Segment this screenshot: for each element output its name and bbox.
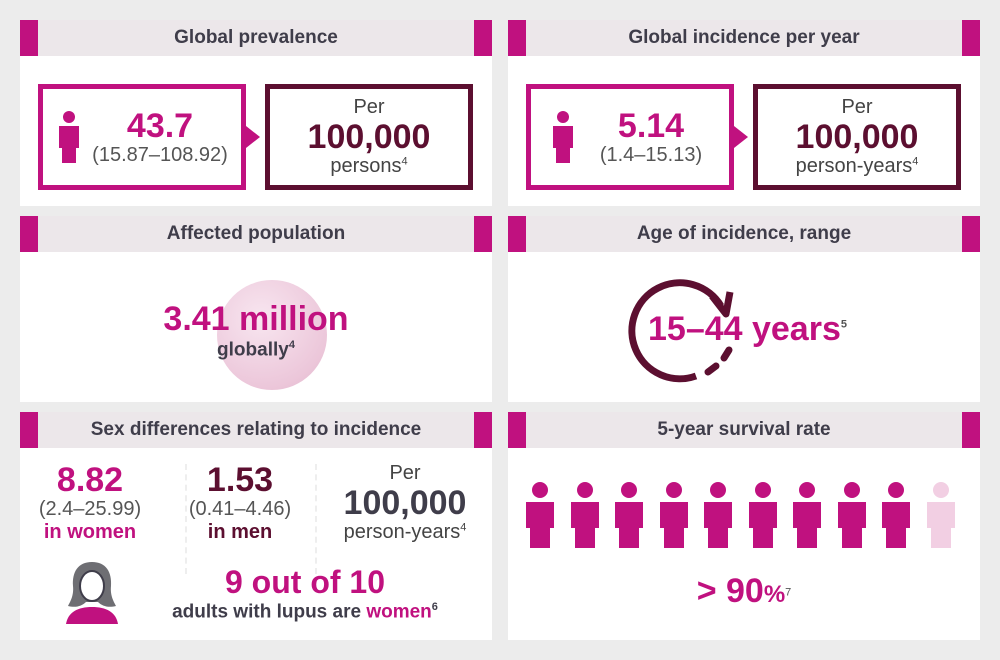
divider xyxy=(185,464,187,574)
age-panel: Age of incidence, range 15–44 years5 xyxy=(508,216,980,402)
incidence-panel: Global incidence per year 5.14 (1.4–15.1… xyxy=(508,20,980,206)
survival-title: 5-year survival rate xyxy=(508,412,980,448)
arrow-icon xyxy=(246,126,260,148)
globe-icon xyxy=(217,280,327,390)
affected-panel: Affected population 3.41 million globall… xyxy=(20,216,492,402)
prevalence-base-box: Per 100,000 persons4 xyxy=(265,84,473,190)
unit-label: person-years xyxy=(343,521,461,543)
sex-panel: Sex differences relating to incidence 8.… xyxy=(20,412,492,640)
base-value: 100,000 xyxy=(307,118,431,156)
age-value: 15–44 years xyxy=(648,310,841,348)
per-label: Per xyxy=(841,96,873,118)
ref: 7 xyxy=(785,586,792,599)
person-icon-filled xyxy=(615,482,643,548)
person-icon-filled xyxy=(526,482,554,548)
prevalence-panel: Global prevalence 43.7 (15.87–108.92) Pe… xyxy=(20,20,492,206)
prevalence-value: 43.7 xyxy=(126,106,194,145)
age-title: Age of incidence, range xyxy=(508,216,980,252)
per-label: Per xyxy=(353,96,385,118)
ratio-value: 9 out of 10 xyxy=(224,564,385,600)
percent-sign: % xyxy=(763,581,786,608)
men-value: 1.53 xyxy=(206,461,274,499)
ratio-text: adults with lupus are xyxy=(172,601,367,623)
person-icon-filled xyxy=(882,482,910,548)
person-icon-filled xyxy=(570,482,599,548)
men-label: in men xyxy=(207,521,273,543)
base-value: 100,000 xyxy=(343,484,467,522)
ref: 6 xyxy=(431,601,438,613)
people-row xyxy=(526,482,955,548)
person-icon-filled xyxy=(793,482,821,548)
person-icon-empty xyxy=(926,482,955,548)
prevalence-value-box: 43.7 (15.87–108.92) xyxy=(38,84,246,190)
incidence-value-box: 5.14 (1.4–15.13) xyxy=(526,84,734,190)
unit-label: persons xyxy=(330,155,402,177)
women-label: in women xyxy=(43,521,137,543)
per-label: Per xyxy=(389,462,421,484)
base-value: 100,000 xyxy=(795,118,919,156)
person-icon-filled xyxy=(704,482,732,548)
survival-panel: 5-year survival rate > 90%7 xyxy=(508,412,980,640)
cycle-arrow-icon xyxy=(628,279,734,383)
incidence-range: (1.4–15.13) xyxy=(599,143,703,166)
person-icon xyxy=(59,111,79,163)
survival-value: > 90 xyxy=(696,572,764,610)
divider xyxy=(315,464,317,574)
incidence-title: Global incidence per year xyxy=(508,20,980,56)
ref: 4 xyxy=(912,155,919,168)
ref: 5 xyxy=(840,318,847,331)
prevalence-title: Global prevalence xyxy=(20,20,492,56)
person-icon-filled xyxy=(748,482,777,548)
sex-title: Sex differences relating to incidence xyxy=(20,412,492,448)
ref: 4 xyxy=(288,339,295,351)
person-icon xyxy=(553,111,573,163)
prevalence-range: (15.87–108.92) xyxy=(92,143,228,166)
woman-icon xyxy=(66,562,118,624)
arrow-icon xyxy=(734,126,748,148)
men-range: (0.41–4.46) xyxy=(188,498,292,520)
ratio-highlight: women xyxy=(366,601,432,623)
person-icon-filled xyxy=(659,482,688,548)
incidence-base-box: Per 100,000 person-years4 xyxy=(753,84,961,190)
women-value: 8.82 xyxy=(56,461,124,499)
person-icon-filled xyxy=(837,482,866,548)
affected-title: Affected population xyxy=(20,216,492,252)
incidence-value: 5.14 xyxy=(617,106,685,145)
affected-label: globally xyxy=(217,339,289,361)
affected-value: 3.41 million xyxy=(163,300,349,338)
ref: 4 xyxy=(460,521,467,534)
women-range: (2.4–25.99) xyxy=(38,498,142,520)
ref: 4 xyxy=(401,155,408,168)
unit-label: person-years xyxy=(795,155,913,177)
